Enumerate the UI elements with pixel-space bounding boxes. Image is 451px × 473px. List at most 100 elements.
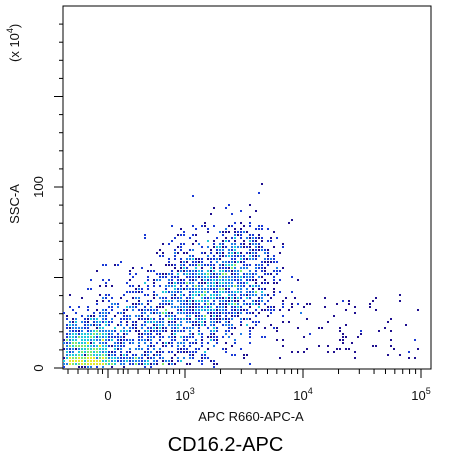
density-point [255, 309, 257, 311]
density-point [108, 330, 110, 332]
density-point [213, 276, 215, 278]
density-point [213, 288, 215, 290]
density-point [129, 285, 131, 287]
density-point [243, 240, 245, 242]
density-point [168, 363, 170, 365]
density-point [129, 270, 131, 272]
density-point [222, 249, 224, 251]
density-points [63, 183, 419, 368]
density-point [237, 276, 239, 278]
density-point [84, 345, 86, 347]
density-point [219, 243, 221, 245]
density-point [180, 243, 182, 245]
density-point [93, 336, 95, 338]
density-point [102, 309, 104, 311]
density-point [108, 336, 110, 338]
density-point [180, 360, 182, 362]
density-point [162, 363, 164, 365]
density-point [132, 354, 134, 356]
density-point [231, 252, 233, 254]
density-point [171, 351, 173, 353]
density-point [279, 357, 281, 359]
density-point [204, 300, 206, 302]
density-point [255, 267, 257, 269]
density-point [225, 348, 227, 350]
density-point [81, 342, 83, 344]
density-point [186, 258, 188, 260]
density-point [234, 306, 236, 308]
density-point [249, 279, 251, 281]
density-point [189, 351, 191, 353]
density-point [222, 285, 224, 287]
density-point [189, 306, 191, 308]
density-point [144, 360, 146, 362]
density-point [207, 306, 209, 308]
density-point [102, 363, 104, 365]
density-point [252, 312, 254, 314]
density-point [180, 258, 182, 260]
density-point [192, 195, 194, 197]
density-point [249, 330, 251, 332]
density-point [288, 321, 290, 323]
density-point [108, 357, 110, 359]
density-point [153, 282, 155, 284]
density-point [126, 321, 128, 323]
density-point [237, 261, 239, 263]
density-point [231, 318, 233, 320]
density-point [105, 342, 107, 344]
density-point [183, 300, 185, 302]
density-point [138, 336, 140, 338]
density-point [183, 348, 185, 350]
density-point [237, 279, 239, 281]
density-point [204, 357, 206, 359]
density-point [177, 291, 179, 293]
density-point [273, 255, 275, 257]
density-point [231, 258, 233, 260]
density-point [234, 285, 236, 287]
density-point [108, 279, 110, 281]
density-point [117, 360, 119, 362]
density-point [114, 336, 116, 338]
density-point [204, 252, 206, 254]
density-point [156, 330, 158, 332]
density-point [108, 360, 110, 362]
density-point [141, 324, 143, 326]
density-point [153, 348, 155, 350]
density-point [327, 351, 329, 353]
density-point [69, 357, 71, 359]
density-point [87, 366, 89, 368]
density-point [264, 258, 266, 260]
density-point [180, 348, 182, 350]
density-point [156, 273, 158, 275]
density-point [141, 357, 143, 359]
density-point [102, 354, 104, 356]
density-point [156, 351, 158, 353]
density-point [303, 306, 305, 308]
density-point [225, 267, 227, 269]
density-point [228, 270, 230, 272]
density-point [348, 303, 350, 305]
density-point [219, 273, 221, 275]
density-point [183, 270, 185, 272]
density-point [150, 351, 152, 353]
density-point [234, 270, 236, 272]
density-point [165, 303, 167, 305]
density-point [261, 282, 263, 284]
density-point [216, 342, 218, 344]
density-point [198, 321, 200, 323]
density-point [90, 351, 92, 353]
density-point [150, 345, 152, 347]
density-point [102, 339, 104, 341]
density-point [105, 324, 107, 326]
density-point [228, 255, 230, 257]
density-point [219, 309, 221, 311]
density-point [246, 258, 248, 260]
density-point [231, 315, 233, 317]
density-point [186, 300, 188, 302]
density-point [354, 357, 356, 359]
density-point [225, 276, 227, 278]
density-point [192, 336, 194, 338]
density-point [102, 297, 104, 299]
density-point [159, 303, 161, 305]
density-point [171, 336, 173, 338]
